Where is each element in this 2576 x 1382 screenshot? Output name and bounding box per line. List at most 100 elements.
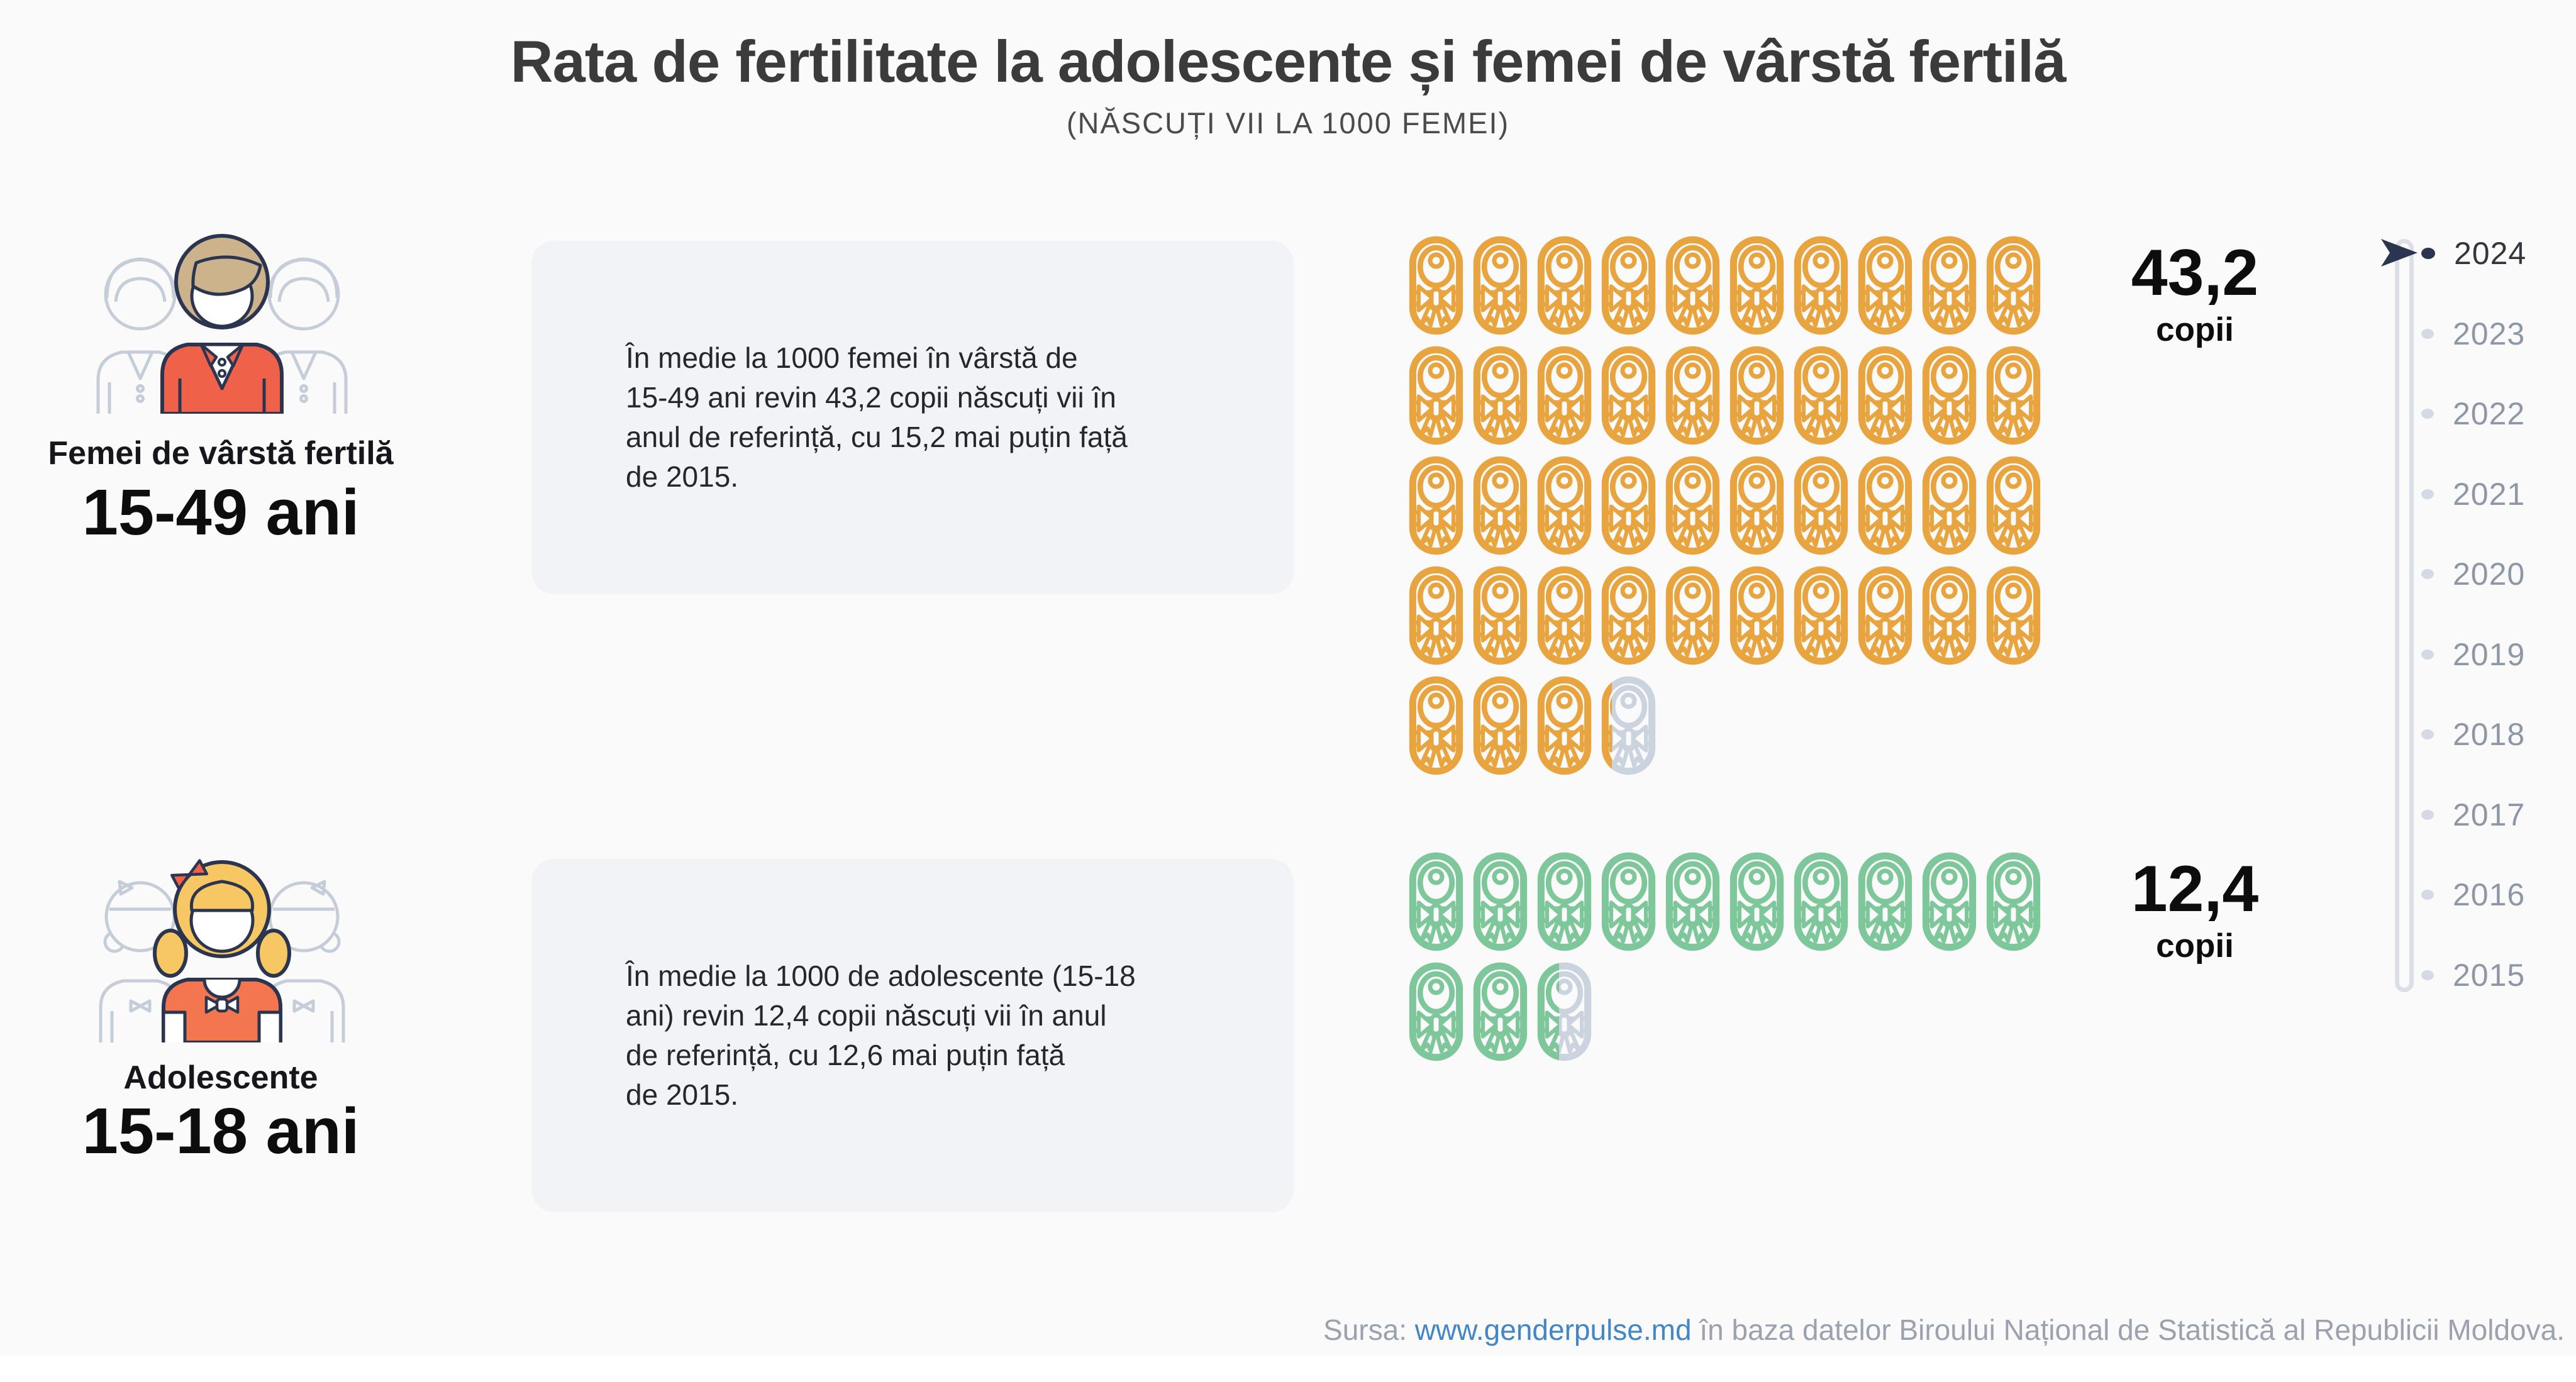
year-label: 2020 bbox=[2453, 556, 2526, 592]
info-card-adolescents: În medie la 1000 de adolescente (15-18 a… bbox=[531, 859, 1294, 1212]
value-number-adolescents: 12,4 bbox=[2131, 853, 2259, 926]
year-dot bbox=[2421, 409, 2434, 419]
baby-icon bbox=[1473, 852, 1528, 951]
source-prefix: Sursa: bbox=[1323, 1313, 1415, 1346]
year-label: 2021 bbox=[2453, 476, 2526, 512]
timeline-year-2023[interactable]: 2023 bbox=[2371, 316, 2526, 351]
baby-icon bbox=[1601, 852, 1656, 951]
timeline-year-2022[interactable]: 2022 bbox=[2371, 396, 2526, 431]
value-unit-women: copii bbox=[2156, 311, 2234, 348]
baby-icon bbox=[1922, 346, 1977, 445]
description-line: ani) revin 12,4 copii născuți vii în anu… bbox=[626, 999, 1107, 1032]
woman-figure bbox=[160, 234, 284, 414]
description-women: În medie la 1000 femei în vârstă de 15-4… bbox=[626, 338, 1267, 497]
baby-icon bbox=[1794, 456, 1848, 555]
year-label: 2023 bbox=[2453, 316, 2526, 351]
timeline-year-2020[interactable]: 2020 bbox=[2371, 556, 2526, 592]
description-line: În medie la 1000 de adolescente (15-18 bbox=[626, 959, 1136, 992]
baby-icon bbox=[1794, 852, 1848, 951]
year-label: 2019 bbox=[2453, 636, 2526, 672]
baby-icon bbox=[1473, 236, 1528, 335]
year-dot bbox=[2421, 328, 2434, 339]
baby-icon bbox=[1794, 566, 1848, 665]
value-number-women: 43,2 bbox=[2131, 236, 2259, 309]
baby-icon bbox=[1729, 566, 1784, 665]
description-line: În medie la 1000 femei în vârstă de bbox=[626, 341, 1078, 374]
baby-icon bbox=[1665, 456, 1720, 555]
source-footer: Sursa: www.genderpulse.md în baza datelo… bbox=[0, 1313, 2565, 1347]
year-dot bbox=[2421, 729, 2434, 739]
value-block-adolescents: 12,4 copii bbox=[2094, 856, 2296, 965]
description-line: de referință, cu 12,6 mai puțin față bbox=[626, 1039, 1065, 1071]
info-card-women: În medie la 1000 femei în vârstă de 15-4… bbox=[531, 241, 1294, 594]
baby-icon bbox=[1922, 456, 1977, 555]
year-label: 2024 bbox=[2454, 236, 2527, 271]
baby-icon bbox=[1665, 236, 1720, 335]
timeline-year-2021[interactable]: 2021 bbox=[2371, 476, 2526, 512]
pictogram-grid-adolescents bbox=[1409, 852, 2051, 1072]
baby-icon bbox=[1858, 456, 1913, 555]
baby-icon bbox=[1986, 566, 2041, 665]
baby-icon bbox=[1537, 456, 1592, 555]
baby-icon bbox=[1858, 566, 1913, 665]
baby-icon bbox=[1986, 346, 2041, 445]
baby-icon bbox=[1473, 456, 1528, 555]
pictogram-grid-women bbox=[1409, 236, 2051, 786]
group-label-adolescents: Adolescente bbox=[123, 1059, 318, 1096]
timeline-year-2018[interactable]: 2018 bbox=[2371, 717, 2525, 752]
description-line: anul de referință, cu 15,2 mai puțin faț… bbox=[626, 421, 1128, 453]
group-age-adolescents: 15-18 ani bbox=[82, 1095, 360, 1167]
year-dot bbox=[2421, 809, 2434, 820]
baby-icon bbox=[1537, 676, 1592, 775]
baby-icon bbox=[1665, 346, 1720, 445]
baby-icon bbox=[1986, 852, 2041, 951]
timeline-year-2019[interactable]: 2019 bbox=[2371, 636, 2526, 672]
baby-icon bbox=[1922, 566, 1977, 665]
baby-icon bbox=[1601, 346, 1656, 445]
timeline-year-2024[interactable]: 2024 bbox=[2371, 236, 2527, 271]
year-label: 2022 bbox=[2453, 396, 2526, 431]
timeline-year-2015[interactable]: 2015 bbox=[2371, 957, 2526, 993]
group-label-women: Femei de vârstă fertilă bbox=[48, 435, 394, 472]
year-dot bbox=[2421, 890, 2434, 900]
baby-icon bbox=[1665, 852, 1720, 951]
year-label: 2017 bbox=[2453, 797, 2526, 832]
year-dot bbox=[2421, 489, 2434, 499]
baby-icon-partial bbox=[1601, 676, 1656, 775]
timeline-year-2017[interactable]: 2017 bbox=[2371, 797, 2526, 832]
year-timeline: 2024 2023 2022 2021 2020 2019 2018 2017 2016 2015 bbox=[2371, 220, 2576, 1037]
baby-icon bbox=[1537, 852, 1592, 951]
baby-icon bbox=[1794, 346, 1848, 445]
year-label: 2016 bbox=[2453, 877, 2526, 912]
baby-icon bbox=[1409, 852, 1463, 951]
baby-icon bbox=[1473, 676, 1528, 775]
baby-icon bbox=[1922, 852, 1977, 951]
source-link[interactable]: www.genderpulse.md bbox=[1414, 1313, 1692, 1346]
baby-icon bbox=[1922, 236, 1977, 335]
year-dot bbox=[2421, 970, 2434, 980]
group-age-women: 15-49 ani bbox=[82, 476, 360, 548]
description-line: de 2015. bbox=[626, 460, 739, 493]
year-dot bbox=[2421, 569, 2434, 579]
timeline-track[interactable] bbox=[2395, 239, 2414, 992]
description-adolescents: În medie la 1000 de adolescente (15-18 a… bbox=[626, 956, 1267, 1115]
baby-icon-partial bbox=[1537, 962, 1592, 1061]
value-block-women: 43,2 copii bbox=[2094, 240, 2296, 349]
baby-icon bbox=[1473, 346, 1528, 445]
bottom-strip bbox=[0, 1356, 2576, 1382]
year-slider-handle[interactable] bbox=[2381, 238, 2418, 268]
timeline-year-2016[interactable]: 2016 bbox=[2371, 877, 2526, 912]
value-unit-adolescents: copii bbox=[2156, 927, 2234, 965]
baby-icon bbox=[1409, 456, 1463, 555]
baby-icon bbox=[1409, 962, 1463, 1061]
source-suffix: în baza datelor Biroului Național de Sta… bbox=[1691, 1313, 2565, 1346]
baby-icon bbox=[1986, 456, 2041, 555]
baby-icon bbox=[1601, 236, 1656, 335]
page-title: Rata de fertilitate la adolescente și fe… bbox=[510, 28, 2067, 94]
baby-icon bbox=[1473, 566, 1528, 665]
baby-icon bbox=[1409, 236, 1463, 335]
baby-icon bbox=[1537, 236, 1592, 335]
year-label: 2015 bbox=[2453, 957, 2526, 993]
year-dot-selected bbox=[2421, 248, 2435, 259]
